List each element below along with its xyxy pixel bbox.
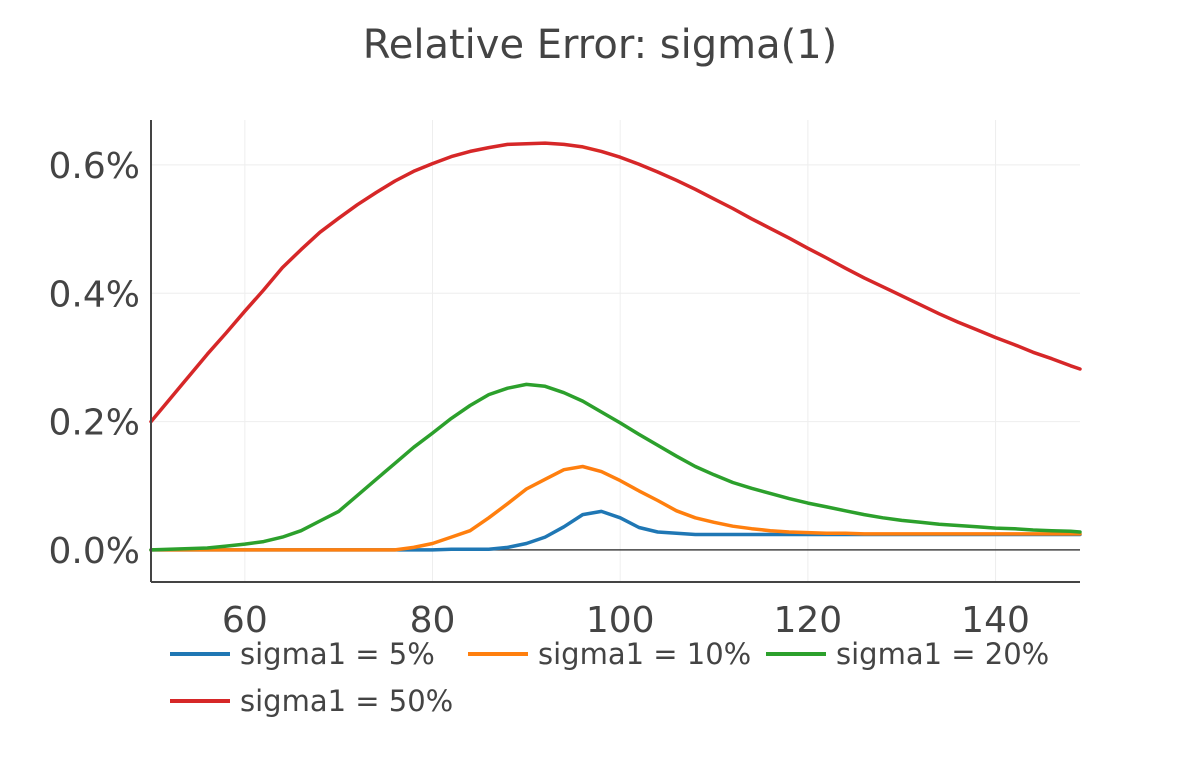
legend-item[interactable]: sigma1 = 10% xyxy=(468,637,751,671)
legend-label: sigma1 = 5% xyxy=(240,637,435,671)
series-line-1 xyxy=(149,509,1082,552)
legend-label: sigma1 = 10% xyxy=(538,637,751,671)
x-tick-label: 120 xyxy=(774,600,843,641)
grid-lines xyxy=(151,120,1080,582)
legend-item[interactable]: sigma1 = 5% xyxy=(170,637,435,671)
series-line-4 xyxy=(149,141,1082,424)
series-line-3 xyxy=(149,382,1082,552)
legend[interactable]: sigma1 = 5% sigma1 = 10% sigma1 = 20% sigma… xyxy=(170,637,1049,718)
series-line-2 xyxy=(149,464,1082,552)
legend-label: sigma1 = 20% xyxy=(836,637,1049,671)
legend-item[interactable]: sigma1 = 50% xyxy=(170,684,453,718)
legend-label: sigma1 = 50% xyxy=(240,684,453,718)
legend-item[interactable]: sigma1 = 20% xyxy=(766,637,1049,671)
chart-title: Relative Error: sigma(1) xyxy=(363,22,838,68)
x-tick-label: 100 xyxy=(586,600,655,641)
series-lines xyxy=(149,141,1082,552)
axes xyxy=(150,120,1080,583)
y-tick-label: 0.2% xyxy=(49,403,140,444)
tick-labels: 60 80 100 120 140 0.0% 0.2% 0.4% 0.6% xyxy=(49,146,1030,641)
x-tick-label: 60 xyxy=(222,600,268,641)
y-tick-label: 0.0% xyxy=(49,531,140,572)
y-tick-label: 0.6% xyxy=(49,146,140,187)
x-tick-label: 80 xyxy=(410,600,456,641)
y-tick-label: 0.4% xyxy=(49,274,140,315)
x-tick-label: 140 xyxy=(961,600,1030,641)
